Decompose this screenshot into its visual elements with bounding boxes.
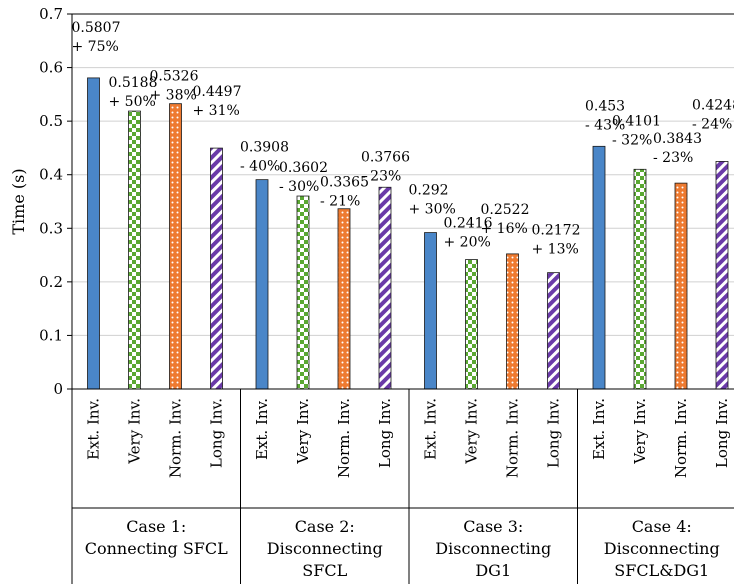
category-label: Norm. Inv. (504, 398, 522, 478)
data-label: 0.453- 43% (585, 98, 625, 133)
category-label: Long Inv. (713, 398, 731, 468)
data-label: 0.5326 + 38% (150, 69, 199, 104)
category-label: Very Inv. (294, 398, 312, 465)
data-label: 0.3843- 23% (653, 131, 702, 166)
category-label: Very Inv. (126, 398, 144, 465)
data-label: 0.2522 + 16% (481, 202, 530, 237)
group-label: DG1 (475, 561, 511, 580)
data-label: 0.3602- 30% (279, 160, 328, 195)
y-tick-label: 0.4 (39, 166, 63, 184)
category-label: Norm. Inv. (672, 398, 690, 478)
group-label: Case 4: (632, 517, 692, 536)
data-label: 0.4101- 32% (612, 113, 661, 148)
bar (465, 259, 478, 390)
group-label: Connecting SFCL (85, 539, 228, 558)
data-label: 0.3365- 21% (320, 175, 369, 210)
category-label: Norm. Inv. (335, 398, 353, 478)
y-tick-label: 0.6 (39, 59, 63, 77)
y-tick-label: 0.2 (39, 273, 63, 291)
bar (255, 179, 269, 390)
bar (128, 110, 141, 390)
y-tick-label: 0.3 (39, 219, 63, 237)
category-label: Ext. Inv. (85, 398, 103, 460)
category-label: Norm. Inv. (167, 398, 185, 478)
data-label: 0.5807 + 75% (72, 20, 121, 55)
y-tick-label: 0.7 (39, 5, 63, 23)
bar (337, 208, 351, 390)
y-axis-title: Time (s) (9, 168, 28, 234)
data-label: 0.4497 + 31% (193, 84, 242, 119)
bar (715, 161, 729, 390)
group-label: Case 3: (463, 517, 523, 536)
group-label: Disconnecting (435, 539, 551, 558)
category-label: Ext. Inv. (253, 398, 271, 460)
y-tick-label: 0 (53, 380, 63, 398)
bar (424, 232, 437, 390)
bar (169, 103, 182, 390)
bar (592, 145, 606, 390)
bars (87, 77, 729, 390)
group-label: SFCL&DG1 (614, 561, 709, 580)
group-label: Disconnecting (267, 539, 383, 558)
data-label: 0.3766- 23% (361, 149, 410, 184)
bar (296, 195, 310, 390)
bar (378, 186, 392, 390)
data-label: 0.3908- 40% (240, 140, 289, 175)
group-label: SFCL (302, 561, 347, 580)
group-label: Case 2: (295, 517, 355, 536)
axes (67, 13, 734, 584)
data-label: 0.2416 + 20% (444, 216, 493, 251)
group-label: Disconnecting (604, 539, 720, 558)
data-label: 0.4248- 24% (692, 97, 734, 132)
bar (547, 272, 560, 390)
category-label: Long Inv. (208, 398, 226, 468)
labels: 0 0.1 0.2 0.3 0.4 0.5 0.6 0.7 0.5807 + 75% Ext. In… (9, 5, 734, 580)
category-label: Long Inv. (376, 398, 394, 468)
y-tick-label: 0.1 (39, 326, 63, 344)
category-label: Very Inv. (463, 398, 481, 465)
bar (674, 182, 688, 390)
category-label: Long Inv. (545, 398, 563, 468)
y-tick-label: 0.5 (39, 112, 63, 130)
data-label: 0.292 + 30% (409, 183, 456, 218)
bar (633, 168, 647, 390)
bar (210, 147, 223, 390)
bar (506, 253, 519, 390)
bar (87, 77, 100, 390)
group-label: Case 1: (126, 517, 186, 536)
category-label: Very Inv. (631, 398, 649, 465)
data-label: 0.5188 + 50% (109, 75, 158, 110)
category-label: Ext. Inv. (422, 398, 440, 460)
data-label: 0.2172 + 13% (532, 223, 581, 258)
category-label: Ext. Inv. (590, 398, 608, 460)
